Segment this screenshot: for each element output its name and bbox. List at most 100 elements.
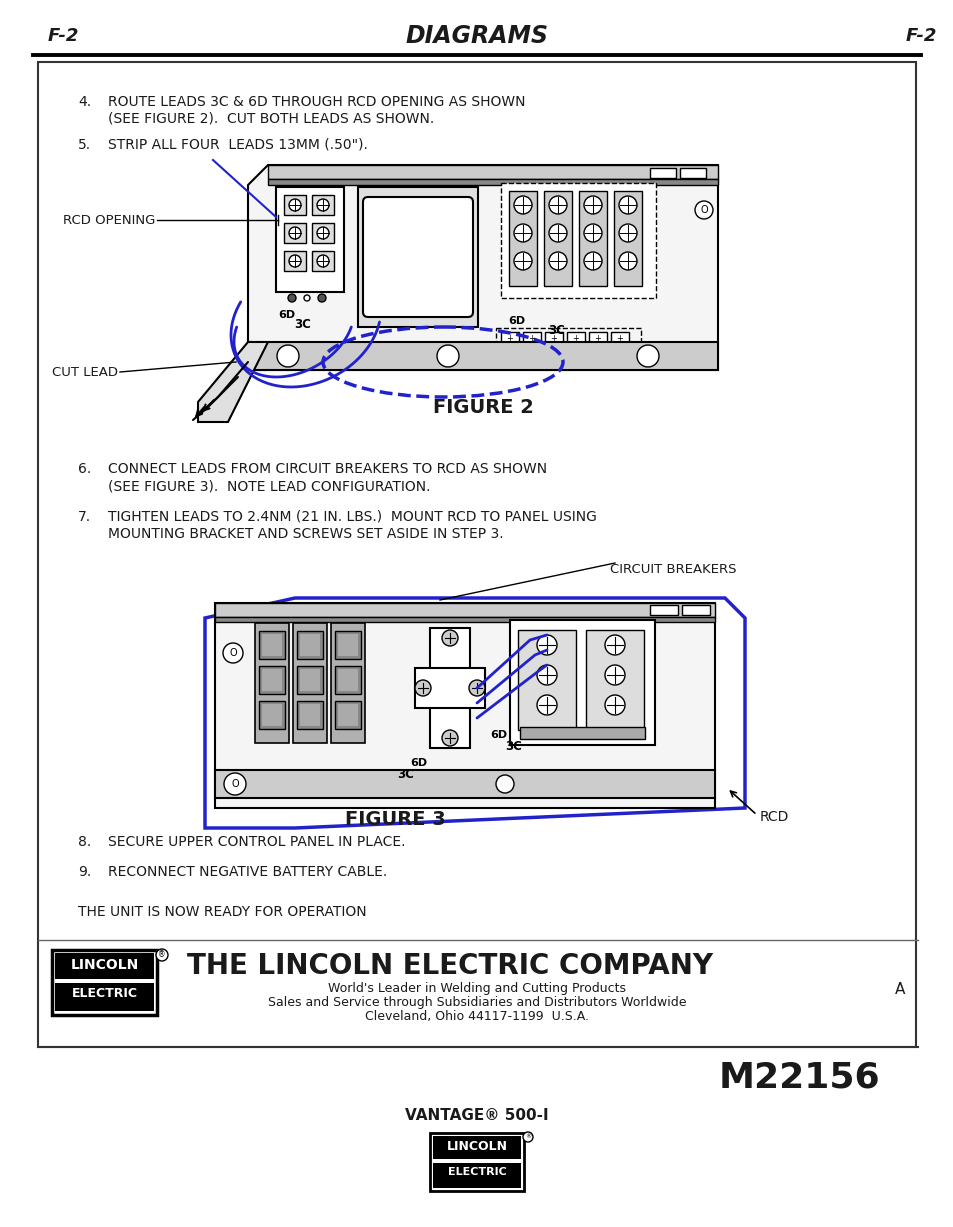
Text: ELECTRIC: ELECTRIC xyxy=(447,1167,506,1177)
Text: +: + xyxy=(550,334,557,344)
Bar xyxy=(284,223,306,243)
Bar xyxy=(55,953,153,982)
Bar xyxy=(357,187,477,328)
Text: RECONNECT NEGATIVE BATTERY CABLE.: RECONNECT NEGATIVE BATTERY CABLE. xyxy=(108,865,387,879)
Circle shape xyxy=(289,255,301,267)
Bar xyxy=(681,605,709,615)
Bar xyxy=(214,771,714,798)
Circle shape xyxy=(618,196,637,213)
Text: 6D: 6D xyxy=(490,730,507,740)
Text: FIGURE 2: FIGURE 2 xyxy=(432,398,533,417)
Text: (SEE FIGURE 2).  CUT BOTH LEADS AS SHOWN.: (SEE FIGURE 2). CUT BOTH LEADS AS SHOWN. xyxy=(108,112,434,126)
Circle shape xyxy=(289,199,301,211)
Text: F-2: F-2 xyxy=(48,27,79,45)
Bar xyxy=(268,179,718,185)
Circle shape xyxy=(496,775,514,793)
Text: RCD OPENING: RCD OPENING xyxy=(63,213,154,227)
Bar xyxy=(337,669,357,691)
Circle shape xyxy=(156,948,168,961)
Bar xyxy=(337,634,357,656)
Text: THE UNIT IS NOW READY FOR OPERATION: THE UNIT IS NOW READY FOR OPERATION xyxy=(78,906,366,919)
Bar xyxy=(299,669,319,691)
Circle shape xyxy=(469,680,484,696)
Text: 3C: 3C xyxy=(547,324,564,337)
Text: THE LINCOLN ELECTRIC COMPANY: THE LINCOLN ELECTRIC COMPANY xyxy=(187,952,713,980)
Text: CIRCUIT BREAKERS: CIRCUIT BREAKERS xyxy=(609,563,736,575)
Bar xyxy=(296,666,323,694)
Circle shape xyxy=(583,196,601,213)
Bar xyxy=(610,333,628,346)
Bar xyxy=(522,333,540,346)
Text: STRIP ALL FOUR  LEADS 13MM (.50").: STRIP ALL FOUR LEADS 13MM (.50"). xyxy=(108,137,368,152)
Circle shape xyxy=(514,225,532,242)
Bar xyxy=(433,1136,520,1162)
Bar xyxy=(519,728,644,739)
Circle shape xyxy=(415,680,431,696)
Bar xyxy=(299,704,319,726)
Circle shape xyxy=(537,665,557,685)
Text: +: + xyxy=(616,334,622,344)
Circle shape xyxy=(604,636,624,655)
Text: 6D: 6D xyxy=(410,758,427,768)
Circle shape xyxy=(514,196,532,213)
Bar xyxy=(679,168,705,178)
Circle shape xyxy=(289,227,301,239)
Text: VANTAGE® 500-I: VANTAGE® 500-I xyxy=(405,1108,548,1123)
Circle shape xyxy=(548,196,566,213)
Bar xyxy=(275,187,344,292)
Text: 3C: 3C xyxy=(294,318,311,331)
Circle shape xyxy=(224,773,246,795)
Bar xyxy=(258,631,285,659)
Text: 3C: 3C xyxy=(396,768,414,782)
Bar xyxy=(430,628,470,748)
Bar xyxy=(510,620,655,745)
Bar xyxy=(214,602,714,617)
Circle shape xyxy=(316,255,329,267)
Text: TIGHTEN LEADS TO 2.4NM (21 IN. LBS.)  MOUNT RCD TO PANEL USING: TIGHTEN LEADS TO 2.4NM (21 IN. LBS.) MOU… xyxy=(108,510,597,524)
Bar xyxy=(433,1163,520,1188)
Text: ®: ® xyxy=(158,951,166,960)
Text: (SEE FIGURE 3).  NOTE LEAD CONFIGURATION.: (SEE FIGURE 3). NOTE LEAD CONFIGURATION. xyxy=(108,479,430,493)
Bar xyxy=(312,223,334,243)
Text: A: A xyxy=(894,983,904,998)
Bar xyxy=(500,333,518,346)
Bar xyxy=(299,634,319,656)
Text: 6D: 6D xyxy=(507,317,524,326)
Bar xyxy=(38,63,915,1047)
Text: MOUNTING BRACKET AND SCREWS SET ASIDE IN STEP 3.: MOUNTING BRACKET AND SCREWS SET ASIDE IN… xyxy=(108,528,503,541)
Bar xyxy=(517,629,576,730)
Text: 6D: 6D xyxy=(277,310,294,320)
Bar xyxy=(262,634,282,656)
Bar xyxy=(335,701,360,729)
Bar xyxy=(296,701,323,729)
Text: 6.: 6. xyxy=(78,463,91,476)
Text: 9.: 9. xyxy=(78,865,91,879)
Circle shape xyxy=(441,730,457,746)
Text: ELECTRIC: ELECTRIC xyxy=(71,987,137,1000)
Bar xyxy=(214,617,714,622)
Bar xyxy=(649,605,678,615)
Bar xyxy=(509,191,537,286)
Bar xyxy=(614,191,641,286)
Text: ®: ® xyxy=(524,1135,531,1140)
Text: +: + xyxy=(594,334,600,344)
Bar xyxy=(268,164,718,179)
Text: O: O xyxy=(700,205,707,215)
Polygon shape xyxy=(198,342,268,422)
Text: SECURE UPPER CONTROL PANEL IN PLACE.: SECURE UPPER CONTROL PANEL IN PLACE. xyxy=(108,836,405,849)
Bar xyxy=(312,195,334,215)
Circle shape xyxy=(583,252,601,270)
Circle shape xyxy=(316,199,329,211)
Text: DIAGRAMS: DIAGRAMS xyxy=(405,25,548,48)
Text: World's Leader in Welding and Cutting Products: World's Leader in Welding and Cutting Pr… xyxy=(328,982,625,995)
Bar xyxy=(335,666,360,694)
Circle shape xyxy=(288,294,295,302)
Circle shape xyxy=(618,252,637,270)
Bar xyxy=(331,623,365,744)
Polygon shape xyxy=(248,164,718,371)
Bar xyxy=(588,333,606,346)
Bar xyxy=(52,950,157,1015)
Text: 5.: 5. xyxy=(78,137,91,152)
Text: 7.: 7. xyxy=(78,510,91,524)
Text: F-2: F-2 xyxy=(905,27,937,45)
